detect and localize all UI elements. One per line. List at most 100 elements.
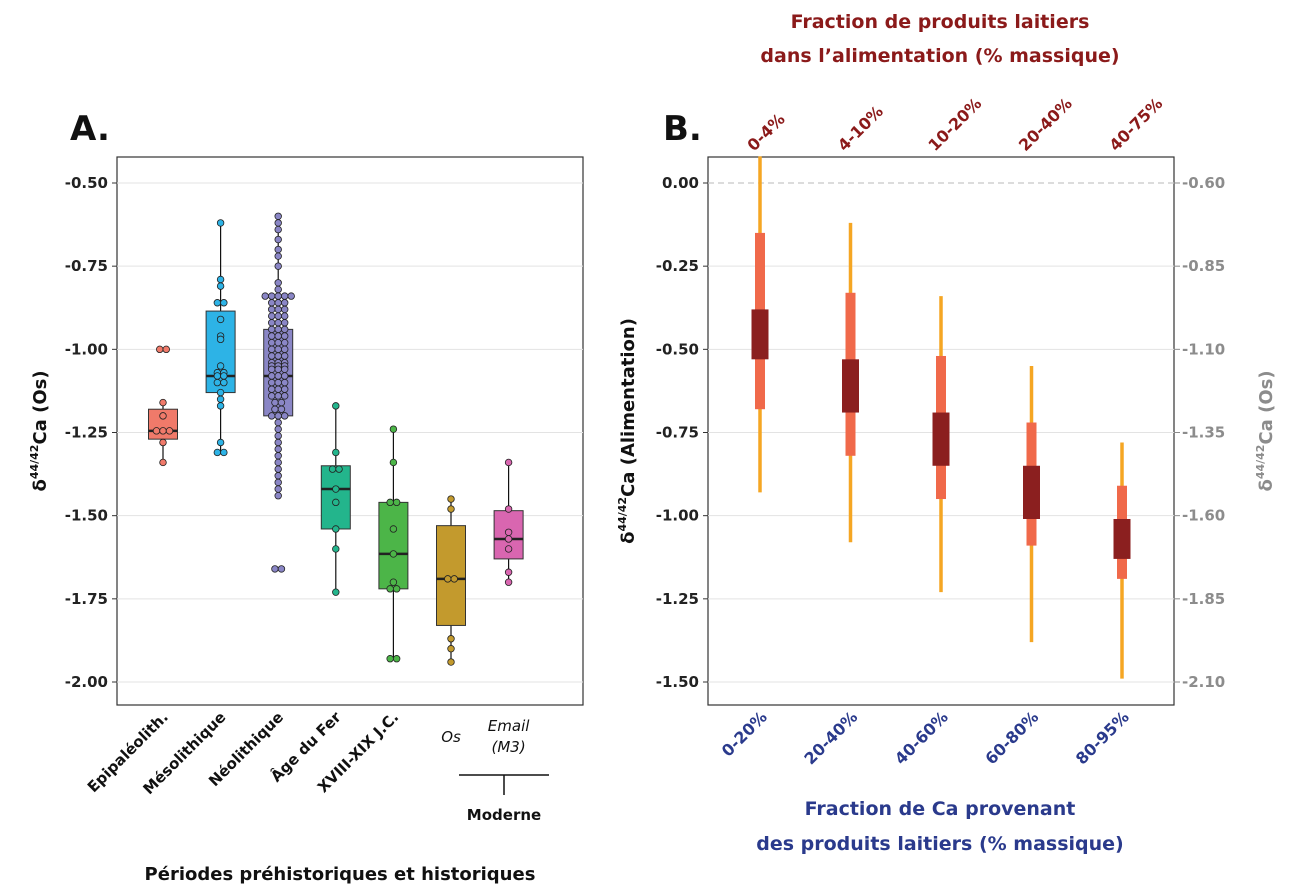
- data-point: [213, 372, 222, 380]
- data-point: [281, 378, 289, 387]
- data-point: [274, 235, 282, 244]
- data-point: [332, 485, 340, 493]
- data-point: [274, 472, 282, 480]
- data-point: [274, 412, 282, 420]
- data-point: [504, 535, 513, 543]
- panel-b-y-tick-label: -1.00: [656, 507, 699, 525]
- data-point: [268, 412, 276, 420]
- panel-b-x-axis-title-line2: des produits laitiers (% massique): [756, 833, 1124, 855]
- panel-b-y2-tick-label: -1.35: [1182, 424, 1225, 442]
- panel-b-intervals: [751, 156, 1131, 679]
- data-point: [274, 292, 282, 300]
- data-point: [332, 498, 340, 507]
- data-point: [389, 550, 398, 558]
- panel-b-y-tick-label: -1.50: [656, 673, 699, 691]
- data-point: [274, 225, 282, 234]
- panel-b-secondary-y-ticks: -0.60 -0.85 -1.10 -1.35 -1.60 -1.85 -2.10: [1174, 174, 1225, 691]
- data-point: [274, 285, 282, 294]
- panel-b-bottom-category-labels: 0-20% 20-40% 40-60% 60-80% 80-95%: [718, 707, 1133, 768]
- top-category-label: 10-20%: [924, 94, 985, 155]
- data-point: [281, 305, 289, 314]
- moderne-group-label: Moderne: [467, 806, 541, 824]
- data-point: [216, 388, 225, 397]
- data-point: [504, 528, 513, 536]
- panel-a-y-ticks: -0.50 -0.75 -1.00 -1.25 -1.50 -1.75 -2.00: [65, 174, 117, 691]
- data-point: [274, 485, 282, 493]
- data-point: [281, 312, 289, 320]
- panel-b-gridlines: [708, 182, 1174, 683]
- top-category-label: 4-10%: [834, 102, 887, 155]
- data-point: [216, 219, 225, 227]
- data-point: [332, 588, 340, 596]
- category-label: Os: [441, 728, 461, 746]
- data-point: [268, 372, 276, 380]
- data-point: [274, 465, 282, 473]
- data-point: [274, 478, 282, 487]
- data-point: [447, 658, 455, 666]
- data-point: [444, 575, 452, 583]
- data-point: [274, 212, 282, 220]
- panel-a-y-tick-label: -1.00: [65, 340, 108, 358]
- data-point: [332, 525, 340, 533]
- data-point: [274, 418, 282, 427]
- panel-b-y-tick-label: -0.75: [656, 424, 699, 442]
- data-point: [268, 332, 276, 340]
- panel-a-y-tick-label: -0.75: [65, 257, 108, 275]
- data-point: [216, 438, 225, 447]
- data-point: [156, 345, 164, 354]
- panel-a-y-tick-label: -0.50: [65, 174, 108, 192]
- panel-b-y-ticks: 0.00 -0.25 -0.50 -0.75 -1.00 -1.25 -1.50: [656, 174, 708, 691]
- data-point: [281, 338, 289, 347]
- data-point: [504, 568, 513, 576]
- data-point: [386, 498, 394, 507]
- interval-inner: [1113, 518, 1131, 559]
- data-point: [220, 372, 228, 380]
- data-point: [220, 378, 228, 387]
- data-point: [335, 465, 343, 473]
- data-point: [281, 292, 289, 300]
- data-point: [268, 392, 276, 400]
- category-label-line2: (M3): [491, 738, 525, 756]
- data-point: [162, 345, 170, 354]
- data-point: [281, 299, 289, 307]
- data-point: [268, 325, 276, 334]
- data-point: [274, 219, 282, 227]
- panel-b-y-tick-label: -0.50: [656, 340, 699, 358]
- bottom-category-label: 60-80%: [981, 707, 1042, 768]
- data-point: [271, 565, 279, 573]
- data-point: [447, 635, 455, 643]
- panel-a-y-tick-label: -2.00: [65, 673, 108, 691]
- data-point: [159, 398, 167, 407]
- data-point: [274, 385, 282, 393]
- data-point: [274, 338, 282, 347]
- data-point: [389, 578, 398, 586]
- data-point: [447, 645, 455, 653]
- panel-a-boxes: [148, 216, 524, 663]
- panel-b-y-tick-label: 0.00: [662, 174, 699, 192]
- data-point: [274, 378, 282, 387]
- bottom-category-label: 0-20%: [718, 707, 771, 760]
- data-point: [328, 465, 337, 473]
- data-point: [281, 372, 289, 380]
- data-point: [274, 305, 282, 314]
- panel-b-y2-tick-label: -1.60: [1182, 507, 1225, 525]
- data-point: [274, 492, 282, 500]
- data-point: [274, 279, 282, 287]
- data-point: [213, 378, 222, 387]
- data-point: [271, 398, 279, 407]
- bottom-category-label: 40-60%: [891, 707, 952, 768]
- data-point: [389, 458, 398, 467]
- data-point: [274, 432, 282, 440]
- data-point: [504, 505, 513, 513]
- data-point: [277, 405, 286, 413]
- panel-b-top-category-labels: 0-4% 4-10% 10-20% 20-40% 40-75%: [743, 94, 1166, 155]
- data-point: [268, 378, 276, 387]
- data-point: [281, 392, 289, 400]
- data-point: [159, 427, 167, 435]
- data-point: [274, 352, 282, 360]
- data-point: [268, 352, 276, 360]
- data-point: [389, 425, 398, 433]
- panel-b-y-tick-label: -0.25: [656, 257, 699, 275]
- data-point: [281, 325, 289, 334]
- data-point: [277, 565, 286, 573]
